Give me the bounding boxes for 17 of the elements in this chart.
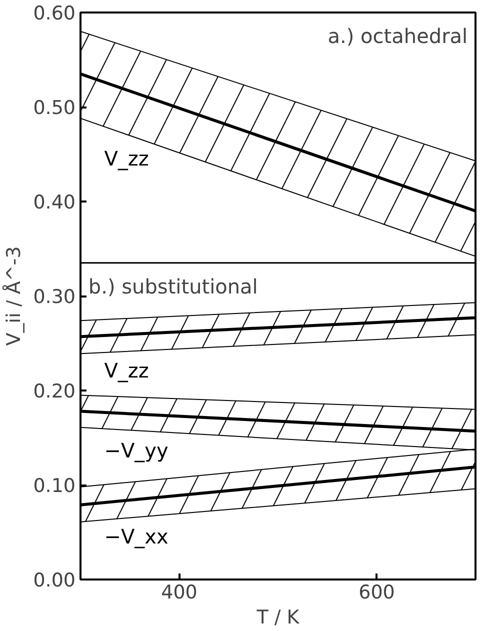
series-label: V_zz — [104, 358, 149, 382]
y-axis-title: V_ii / Å^-3 — [2, 246, 26, 346]
text: V_zz — [104, 146, 149, 171]
y-tick-label: 0.40 — [33, 192, 76, 214]
x-tick-label: 600 — [358, 582, 395, 604]
y-tick-label: 0.50 — [33, 97, 76, 119]
annotation: b.) substitutional — [88, 274, 258, 298]
x-axis-title: T / K — [256, 606, 300, 628]
y-tick-label: 0.10 — [33, 475, 76, 497]
y-tick-label: 0.00 — [33, 570, 76, 592]
y-tick-label: 0.30 — [33, 286, 76, 308]
x-tick-label: 400 — [161, 582, 198, 604]
y-tick-label: 0.20 — [33, 380, 76, 402]
y-tick-label: 0.60 — [33, 2, 76, 24]
series-label: −V_yy — [104, 438, 168, 462]
series-label: −V_xx — [104, 524, 168, 548]
annotation: a.) octahedral — [328, 24, 468, 48]
